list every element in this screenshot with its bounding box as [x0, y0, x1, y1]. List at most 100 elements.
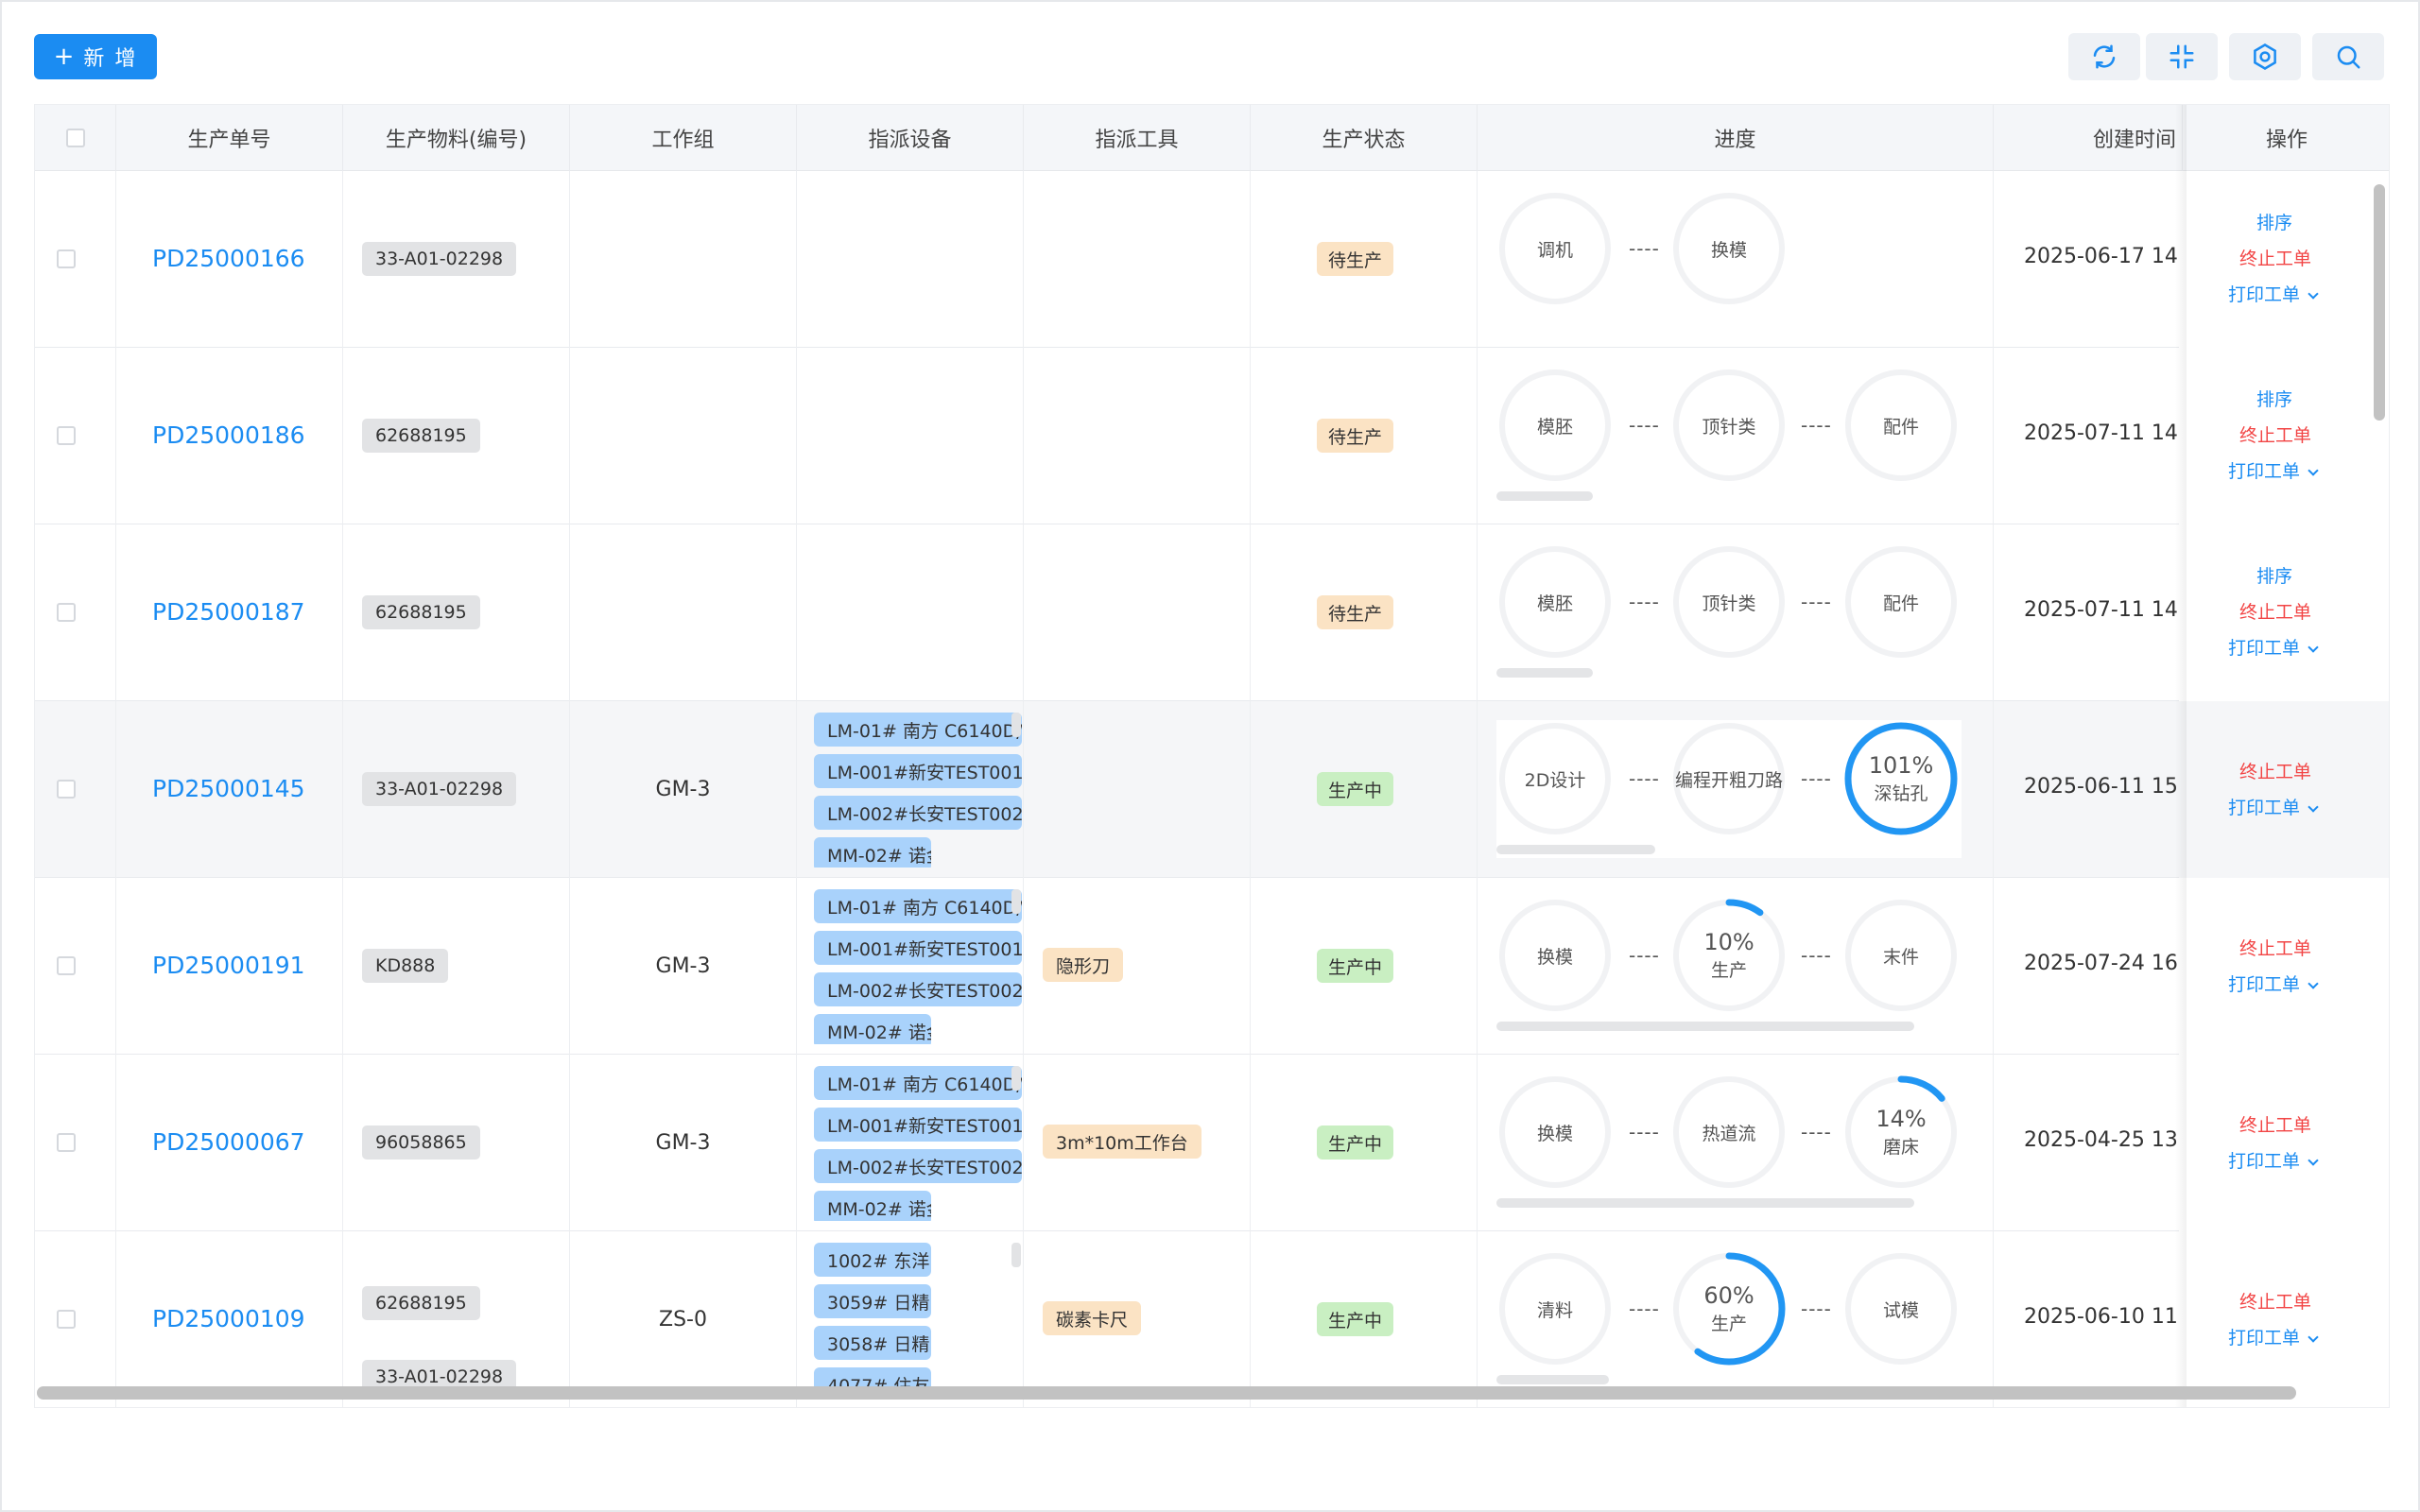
material-tag: 62688195 — [362, 419, 480, 453]
progress-cell: 模胚 ---- 顶针类 ---- 配件 — [1478, 524, 1994, 701]
step-label: 编程开粗刀路 — [1674, 769, 1783, 791]
progress-scrollbar[interactable] — [1496, 1375, 1609, 1384]
compress-button[interactable] — [2146, 33, 2218, 80]
col-device[interactable]: 指派设备 — [797, 105, 1024, 171]
row-checkbox[interactable] — [57, 780, 76, 799]
settings-button[interactable] — [2229, 33, 2301, 80]
device-tag: LM-002#长安TEST002 — [814, 972, 1022, 1006]
horizontal-scrollbar[interactable] — [35, 1384, 2389, 1401]
step-ring-text: 顶针类 — [1670, 367, 1788, 484]
progress-steps: 2D设计 ---- 编程开粗刀路 ---- 101% 深钻孔 — [1496, 720, 1962, 858]
device-tag: LM-01# 南方 C6140D/ — [814, 1066, 1022, 1100]
row-checkbox[interactable] — [57, 249, 76, 268]
terminate-order-link[interactable]: 终止工单 — [2239, 598, 2311, 624]
print-order-dropdown[interactable]: 打印工单 — [2228, 457, 2319, 483]
select-cell — [35, 1231, 116, 1407]
print-order-dropdown[interactable]: 打印工单 — [2228, 281, 2319, 306]
select-all-checkbox[interactable] — [65, 129, 85, 147]
step-ring-track — [1499, 1076, 1611, 1188]
work-group: ZS-0 — [659, 1308, 707, 1332]
progress-scrollbar[interactable] — [1496, 668, 1593, 678]
col-status[interactable]: 生产状态 — [1251, 105, 1478, 171]
print-order-dropdown[interactable]: 打印工单 — [2228, 1324, 2319, 1349]
row-checkbox[interactable] — [57, 603, 76, 622]
row-checkbox[interactable] — [57, 956, 76, 975]
terminate-order-link[interactable]: 终止工单 — [2239, 421, 2311, 447]
print-order-dropdown[interactable]: 打印工单 — [2228, 1147, 2319, 1173]
col-progress[interactable]: 进度 — [1478, 105, 1994, 171]
action-label: 终止工单 — [2239, 1115, 2312, 1136]
step-connector: ---- — [1801, 1297, 1832, 1320]
row-checkbox[interactable] — [57, 426, 76, 445]
action-label: 排序 — [2256, 389, 2293, 410]
order-number-link[interactable]: PD25000067 — [152, 1128, 305, 1156]
col-tool[interactable]: 指派工具 — [1024, 105, 1251, 171]
col-material[interactable]: 生产物料(编号) — [343, 105, 570, 171]
sort-link[interactable]: 排序 — [2256, 209, 2292, 234]
order-number-link[interactable]: PD25000145 — [152, 775, 305, 802]
step-ring-track — [1845, 546, 1957, 658]
step-ring-text: 试模 — [1842, 1250, 1960, 1367]
step-ring-text: 清料 — [1496, 1250, 1614, 1367]
action-label: 打印工单 — [2228, 798, 2301, 818]
created-cell: 2025-07-24 16:4 — [1994, 878, 2183, 1055]
print-order-dropdown[interactable]: 打印工单 — [2228, 634, 2319, 660]
order-number-link[interactable]: PD25000109 — [152, 1305, 305, 1332]
compress-icon — [2169, 44, 2194, 69]
col-order[interactable]: 生产单号 — [116, 105, 343, 171]
material-cell: 62688195 33-A01-02298 — [343, 1231, 570, 1407]
terminate-order-link[interactable]: 终止工单 — [2239, 245, 2311, 270]
terminate-order-link[interactable]: 终止工单 — [2239, 935, 2311, 960]
progress-scrollbar[interactable] — [1496, 845, 1655, 854]
material-cell: 96058865 — [343, 1055, 570, 1231]
created-cell: 2025-06-10 11:2 — [1994, 1231, 2183, 1407]
progress-scrollbar[interactable] — [1496, 491, 1593, 501]
horizontal-scroll-thumb[interactable] — [37, 1386, 2296, 1400]
status-badge: 生产中 — [1317, 1125, 1394, 1160]
row-checkbox[interactable] — [57, 1310, 76, 1329]
select-cell — [35, 171, 116, 348]
row-checkbox[interactable] — [57, 1133, 76, 1152]
vertical-scrollbar[interactable] — [2372, 175, 2387, 1356]
status-cell: 生产中 — [1251, 1231, 1478, 1407]
device-list-scrollbar[interactable] — [1011, 713, 1021, 737]
col-created[interactable]: 创建时间 — [1994, 105, 2183, 171]
col-group[interactable]: 工作组 — [570, 105, 797, 171]
refresh-button[interactable] — [2068, 33, 2140, 80]
step-label: 换模 — [1536, 1123, 1573, 1144]
step-ring-progress — [1844, 1075, 1958, 1189]
step-label: 试模 — [1882, 1299, 1919, 1321]
order-number-link[interactable]: PD25000186 — [152, 421, 305, 449]
material-cell: 62688195 — [343, 348, 570, 524]
print-order-dropdown[interactable]: 打印工单 — [2228, 971, 2319, 996]
device-list: LM-01# 南方 C6140D/LM-001#新安TEST001 LM-002#… — [814, 713, 1023, 868]
device-list-scrollbar[interactable] — [1011, 889, 1021, 914]
device-tag: 3059# 日精 — [814, 1284, 931, 1318]
progress-scrollbar[interactable] — [1496, 1022, 1914, 1031]
add-button[interactable]: + 新 增 — [34, 34, 157, 79]
vertical-scroll-thumb[interactable] — [2374, 184, 2385, 421]
progress-scrollbar[interactable] — [1496, 1198, 1914, 1208]
sort-link[interactable]: 排序 — [2256, 386, 2292, 411]
progress-steps: 清料 ---- 60% 生产 ---- 试模 — [1496, 1250, 1962, 1388]
group-cell: GM-3 — [570, 701, 797, 878]
device-list-scrollbar[interactable] — [1011, 1066, 1021, 1091]
order-number-link[interactable]: PD25000187 — [152, 598, 305, 626]
step-ring-track — [1499, 546, 1611, 658]
material-tag: KD888 — [362, 949, 449, 983]
material-tag: 62688195 — [362, 595, 480, 629]
device-list-scrollbar[interactable] — [1011, 1243, 1021, 1267]
print-order-dropdown[interactable]: 打印工单 — [2228, 794, 2319, 819]
order-number-link[interactable]: PD25000166 — [152, 245, 305, 272]
step-ring-progress — [1672, 899, 1786, 1012]
order-number-link[interactable]: PD25000191 — [152, 952, 305, 979]
production-table: 生产单号 生产物料(编号) 工作组 指派设备 指派工具 生产状态 进度 创建时间… — [34, 104, 2390, 1408]
terminate-order-link[interactable]: 终止工单 — [2239, 1111, 2311, 1137]
step-ring-track — [1845, 369, 1957, 481]
terminate-order-link[interactable]: 终止工单 — [2239, 758, 2311, 783]
search-button[interactable] — [2312, 33, 2384, 80]
sort-link[interactable]: 排序 — [2256, 562, 2292, 588]
step-ring-track — [1499, 1253, 1611, 1365]
terminate-order-link[interactable]: 终止工单 — [2239, 1288, 2311, 1314]
